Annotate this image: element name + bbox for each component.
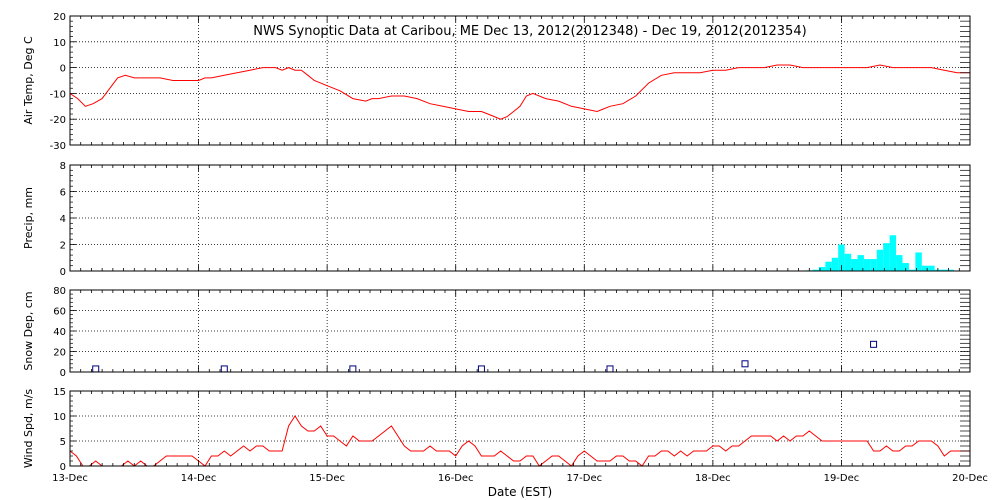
- x-axis-label: Date (EST): [488, 485, 552, 499]
- snow-depth-marker: [477, 365, 485, 373]
- y-tick-label: 0: [60, 267, 66, 278]
- panel-frame: [69, 390, 971, 467]
- y-tick-label: 40: [53, 327, 66, 338]
- precip-bar: [928, 265, 935, 271]
- x-tick-label: 13-Dec: [52, 473, 88, 484]
- y-axis-label: Precip, mm: [22, 187, 35, 249]
- precip-bar: [941, 269, 948, 271]
- y-axis-label: Air Temp, Deg C: [22, 36, 35, 125]
- precip-bar: [883, 243, 890, 271]
- precip-bar: [863, 259, 871, 271]
- y-tick-label: 20: [53, 348, 66, 359]
- x-tick-label: 19-Dec: [824, 473, 860, 484]
- x-tick-label: 16-Dec: [438, 473, 474, 484]
- precip-bar: [857, 255, 864, 271]
- y-tick-label: 0: [60, 368, 66, 379]
- x-tick-label: 15-Dec: [309, 473, 345, 484]
- precip-bar: [838, 244, 845, 271]
- precip-bar: [844, 253, 852, 271]
- x-tick-label: 17-Dec: [566, 473, 602, 484]
- y-tick-label: -10: [50, 89, 66, 100]
- snow-depth-marker: [870, 340, 878, 348]
- panel-4: 0 5 10 15 Wind Spd, m/s: [22, 387, 971, 473]
- snow-depth-marker: [606, 365, 614, 373]
- y-axis-label: Snow Dep, cm: [22, 291, 35, 370]
- y-tick-label: -30: [50, 141, 66, 152]
- chart-panels: -30 -20 -10 0 10 20 Air Temp, Deg C 0 2 4 6 8 Precip…: [22, 12, 988, 484]
- y-tick-label: 10: [53, 38, 66, 49]
- panel-1: -30 -20 -10 0 10 20 Air Temp, Deg C: [22, 12, 971, 152]
- x-tick-label: 14-Dec: [181, 473, 217, 484]
- y-tick-label: 20: [53, 12, 66, 23]
- precip-bar: [818, 267, 826, 271]
- chart-title: NWS Synoptic Data at Caribou, ME Dec 13,…: [253, 24, 806, 39]
- precip-bar: [896, 255, 903, 271]
- snow-depth-marker: [220, 365, 228, 373]
- snow-depth-marker: [741, 360, 749, 368]
- precip-bar: [876, 249, 884, 271]
- y-tick-label: 4: [60, 214, 66, 225]
- y-tick-label: 15: [53, 387, 66, 398]
- y-tick-label: 60: [53, 307, 66, 318]
- precip-bar: [831, 257, 839, 271]
- precip-bar: [889, 235, 897, 271]
- y-tick-label: 80: [53, 286, 66, 297]
- precip-bar: [812, 269, 819, 271]
- x-tick-label: 18-Dec: [695, 473, 731, 484]
- precip-bar: [825, 261, 832, 271]
- y-tick-label: 10: [53, 412, 66, 423]
- panel-2: 0 2 4 6 8 Precip, mm: [22, 161, 971, 278]
- precip-bar: [902, 263, 909, 271]
- snow-depth-marker: [92, 365, 100, 373]
- precip-bar: [921, 265, 929, 271]
- y-tick-label: 0: [60, 462, 66, 473]
- precip-bar: [947, 269, 954, 271]
- precip-bar: [851, 259, 858, 271]
- series-line-1: [69, 64, 970, 120]
- panel-3: 0 20 40 60 80 Snow Dep, cm: [22, 286, 971, 379]
- snow-depth-marker: [349, 365, 357, 373]
- y-tick-label: 0: [60, 64, 66, 75]
- y-tick-label: 8: [60, 161, 66, 172]
- y-tick-label: 5: [60, 437, 66, 448]
- x-tick-label: 20-Dec: [952, 473, 988, 484]
- precip-bar: [908, 269, 916, 271]
- y-tick-label: 6: [60, 188, 66, 199]
- y-axis-label: Wind Spd, m/s: [22, 389, 35, 469]
- precip-bar: [915, 252, 922, 271]
- series-line-1: [69, 415, 970, 467]
- precip-bar: [870, 259, 877, 271]
- y-tick-label: -20: [50, 115, 66, 126]
- y-tick-label: 2: [60, 241, 66, 252]
